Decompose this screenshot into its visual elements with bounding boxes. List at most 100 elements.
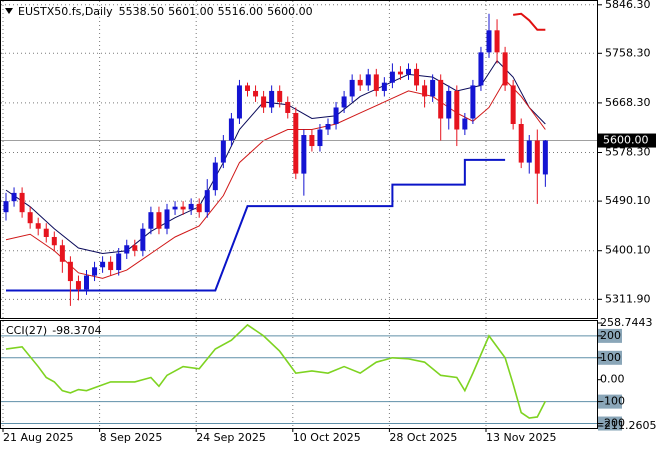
candle-body xyxy=(341,96,347,108)
candle-body xyxy=(156,212,162,229)
x-tick-label: 13 Nov 2025 xyxy=(486,431,556,444)
y-tick-label: 200 xyxy=(600,329,621,342)
x-tick-label: 21 Aug 2025 xyxy=(3,431,73,444)
candle-body xyxy=(518,124,524,163)
candle-body xyxy=(132,245,138,251)
candle-body xyxy=(422,85,428,97)
candle-body xyxy=(542,140,548,175)
candle-body xyxy=(389,71,395,83)
collapse-icon xyxy=(5,8,13,14)
candle-body xyxy=(373,74,379,91)
candle-body xyxy=(3,201,9,213)
candle-body xyxy=(397,71,403,75)
low-value: 5516.00 xyxy=(218,5,264,18)
candle-body xyxy=(494,30,500,53)
candle-body xyxy=(11,192,17,202)
candle-body xyxy=(245,85,250,91)
candle-body xyxy=(67,261,73,282)
last-price-box xyxy=(598,133,656,148)
y-tick-label: -211.2605 xyxy=(600,419,656,432)
candle-body xyxy=(59,245,65,262)
candle-body xyxy=(43,228,49,237)
y-tick-label: 5758.30 xyxy=(605,46,651,59)
y-tick-label: -100 xyxy=(600,395,625,408)
cci-header: CCI(27) -98.3704 xyxy=(6,324,102,337)
candle-body xyxy=(349,79,355,97)
candle-body xyxy=(510,85,516,125)
candle-body xyxy=(502,52,508,86)
y-tick-label: 5311.90 xyxy=(605,292,651,305)
cci-line xyxy=(5,323,547,419)
candle-body xyxy=(84,275,89,290)
candle-body xyxy=(454,90,460,130)
candle-body xyxy=(438,79,444,119)
candle-body xyxy=(204,190,210,213)
candle-body xyxy=(470,85,476,119)
indicator-line xyxy=(5,79,546,279)
last-price-label: 5600.00 xyxy=(603,134,649,147)
candle-body xyxy=(116,253,122,271)
candle-body xyxy=(51,236,57,246)
symbol: EUSTX50.fs,Daily xyxy=(18,5,113,18)
candle-body xyxy=(534,140,540,174)
indicator-line xyxy=(5,59,546,255)
candle-body xyxy=(446,90,452,119)
candle-body xyxy=(188,203,194,210)
y-tick-label: 5400.10 xyxy=(605,244,651,257)
indicator-line xyxy=(6,158,506,292)
candle-body xyxy=(92,267,98,276)
candle-body xyxy=(406,68,411,75)
candle-body xyxy=(261,96,267,108)
candle-body xyxy=(140,228,146,251)
candle-body xyxy=(526,140,532,163)
cci-name: CCI(27) xyxy=(6,324,47,337)
candle-body xyxy=(35,223,41,229)
y-tick-label: 5668.30 xyxy=(605,96,651,109)
y-tick-label: 5846.30 xyxy=(605,0,651,11)
x-tick-label: 24 Sep 2025 xyxy=(196,431,266,444)
level-label-box xyxy=(598,416,622,431)
candle-body xyxy=(220,140,226,163)
candle-body xyxy=(228,118,234,141)
chart-header: EUSTX50.fs,Daily 5538.50 5601.00 5516.00 560… xyxy=(18,5,313,18)
candle-body xyxy=(100,261,106,268)
indicator-line xyxy=(513,12,546,31)
level-label-box xyxy=(598,350,622,365)
candle-body xyxy=(164,209,170,229)
candle-body xyxy=(19,192,25,213)
y-tick-label: -200 xyxy=(600,417,625,430)
candle-body xyxy=(381,82,387,91)
open-value: 5538.50 xyxy=(119,5,165,18)
y-tick-label: 0.00 xyxy=(600,373,625,386)
candle-body xyxy=(414,68,420,86)
candle-body xyxy=(27,212,33,224)
y-tick-label: 5490.10 xyxy=(605,194,651,207)
candle-body xyxy=(301,135,307,174)
y-tick-label: 100 xyxy=(600,351,621,364)
x-tick-label: 10 Oct 2025 xyxy=(293,431,361,444)
candle-body xyxy=(293,112,299,174)
candle-body xyxy=(180,206,186,210)
plot-layer: 21 Aug 2025 8 Sep 2025 24 Sep 2025 10 Oct 2… xyxy=(1,0,656,444)
candle-body xyxy=(124,245,130,254)
candle-body xyxy=(365,74,371,86)
candle-body xyxy=(325,124,331,130)
candle-body xyxy=(430,79,436,97)
high-value: 5601.00 xyxy=(168,5,214,18)
candle-body xyxy=(196,203,202,213)
y-tick-label: 5578.30 xyxy=(605,145,651,158)
y-tick-label: 258.7443 xyxy=(600,316,653,329)
level-label-box xyxy=(598,394,622,409)
price-panel xyxy=(0,0,598,319)
candle-body xyxy=(253,90,259,97)
candle-body xyxy=(212,162,218,191)
candle-body xyxy=(317,129,323,147)
candle-body xyxy=(172,206,178,210)
level-label-box xyxy=(598,328,622,343)
candle-body xyxy=(148,212,154,229)
candle-body xyxy=(486,30,492,53)
candle-body xyxy=(333,107,339,125)
close-value: 5600.00 xyxy=(267,5,313,18)
